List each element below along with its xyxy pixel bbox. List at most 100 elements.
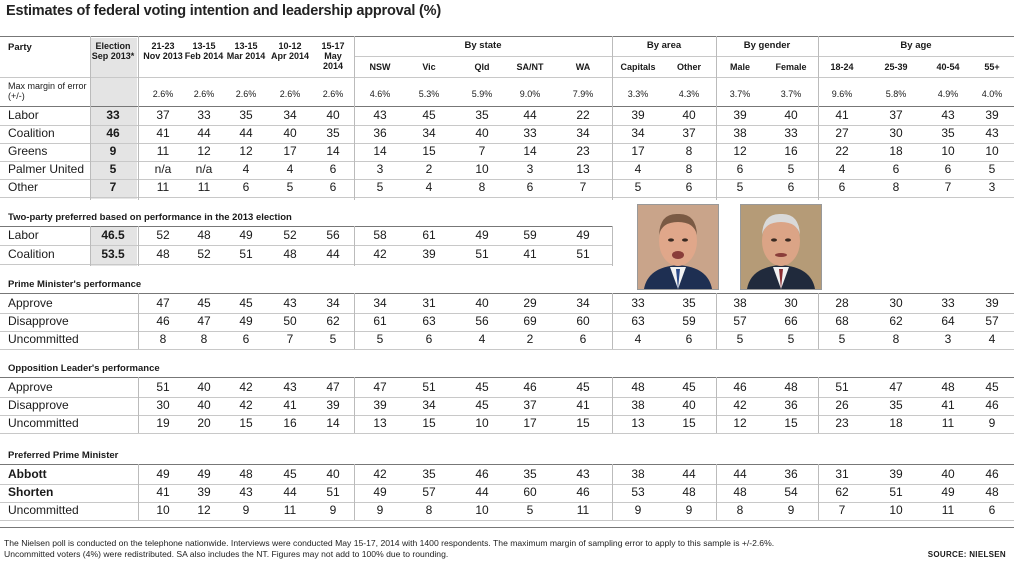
table-cell: 6 [579, 332, 587, 346]
table-cell: 33 [523, 126, 537, 140]
table-cell: n/a [154, 162, 172, 176]
table-cell: 14 [326, 416, 340, 430]
table-cell: 10 [475, 162, 489, 176]
table-cell: 3.7% [780, 89, 802, 99]
column-rule [612, 226, 613, 266]
table-cell: 9 [329, 503, 337, 517]
table-cell: 37 [156, 108, 170, 122]
table-cell: 15 [576, 416, 590, 430]
table-cell: 7 [286, 332, 294, 346]
table-cell: 17 [523, 416, 537, 430]
table-cell: 51 [156, 380, 170, 394]
row-label: Greens [8, 144, 48, 158]
table-cell: 51 [239, 247, 253, 261]
table-cell: 27 [835, 126, 849, 140]
table-cell: 9 [109, 144, 117, 158]
table-cell: 46 [576, 485, 590, 499]
portrait-graphic [741, 205, 821, 289]
table-cell: 41 [156, 126, 170, 140]
table-cell: 44 [283, 485, 297, 499]
table-cell: 39 [326, 398, 340, 412]
table-cell: 39 [985, 108, 999, 122]
table-cell: 18 [889, 144, 903, 158]
table-cell: 45 [475, 380, 489, 394]
table-cell: 52 [283, 228, 297, 242]
table-cell: 49 [239, 228, 253, 242]
table-cell: 35 [682, 296, 696, 310]
header-rule [0, 77, 1014, 78]
table-cell: 66 [784, 314, 798, 328]
row-rule [0, 197, 1014, 198]
table-cell: 7 [944, 180, 952, 194]
table-cell: 9 [787, 503, 795, 517]
table-cell: 36 [784, 398, 798, 412]
table-cell: 3 [526, 162, 534, 176]
table-cell: 46 [985, 398, 999, 412]
table-cell: 44 [523, 108, 537, 122]
table-cell: 35 [422, 467, 436, 481]
table-cell: 3 [376, 162, 384, 176]
column-rule [354, 36, 355, 200]
table-cell: 47 [373, 380, 387, 394]
table-cell: 30 [156, 398, 170, 412]
table-cell: 9.6% [831, 89, 853, 99]
column-header: Male [729, 62, 750, 72]
table-cell: 35 [475, 108, 489, 122]
table-cell: 6 [736, 162, 744, 176]
table-cell: 38 [631, 398, 645, 412]
table-cell: 40 [475, 126, 489, 140]
table-cell: 6 [526, 180, 534, 194]
table-cell: 16 [784, 144, 798, 158]
table-cell: 4 [634, 162, 642, 176]
table-cell: 34 [631, 126, 645, 140]
table-cell: 44 [197, 126, 211, 140]
table-cell: 3 [944, 332, 952, 346]
margin-header: Max margin of error (+/-) [8, 81, 87, 101]
table-cell: 62 [889, 314, 903, 328]
table-cell: 34 [422, 398, 436, 412]
table-cell: 49 [239, 314, 253, 328]
table-cell: 20 [197, 416, 211, 430]
row-rule [0, 377, 1014, 378]
table-cell: 61 [373, 314, 387, 328]
table-cell: 46.5 [101, 228, 125, 242]
table-cell: 48 [985, 485, 999, 499]
table-cell: 68 [835, 314, 849, 328]
table-cell: 34 [373, 296, 387, 310]
row-rule [0, 502, 1014, 503]
table-cell: 7 [478, 144, 486, 158]
table-cell: 31 [835, 467, 849, 481]
table-cell: 57 [985, 314, 999, 328]
column-header: WA [575, 62, 591, 72]
column-header: 18-24 [830, 62, 854, 72]
table-cell: 15 [784, 416, 798, 430]
table-cell: 49 [373, 485, 387, 499]
table-cell: 2.6% [235, 89, 257, 99]
table-cell: 58 [373, 228, 387, 242]
table-cell: 2.6% [279, 89, 301, 99]
table-cell: 5 [376, 332, 384, 346]
table-cell: 34 [326, 296, 340, 310]
table-cell: 5.8% [885, 89, 907, 99]
table-cell: 35 [523, 467, 537, 481]
row-label: Abbott [8, 467, 47, 481]
table-cell: 40 [475, 296, 489, 310]
row-rule [0, 293, 1014, 294]
table-cell: 22 [576, 108, 590, 122]
table-cell: 12 [239, 144, 253, 158]
table-cell: 4.6% [369, 89, 391, 99]
column-header: 40-54 [936, 62, 960, 72]
table-cell: 5 [736, 180, 744, 194]
column-rule [90, 226, 91, 266]
table-cell: 45 [239, 296, 253, 310]
column-rule [716, 293, 717, 349]
table-cell: 9 [376, 503, 384, 517]
table-cell: 9 [242, 503, 250, 517]
column-header: 13-15 Mar 2014 [226, 41, 266, 61]
table-cell: 62 [326, 314, 340, 328]
table-cell: 8 [200, 332, 208, 346]
table-cell: 37 [523, 398, 537, 412]
table-cell: 6 [892, 162, 900, 176]
table-cell: 6 [242, 332, 250, 346]
row-rule [0, 226, 612, 227]
